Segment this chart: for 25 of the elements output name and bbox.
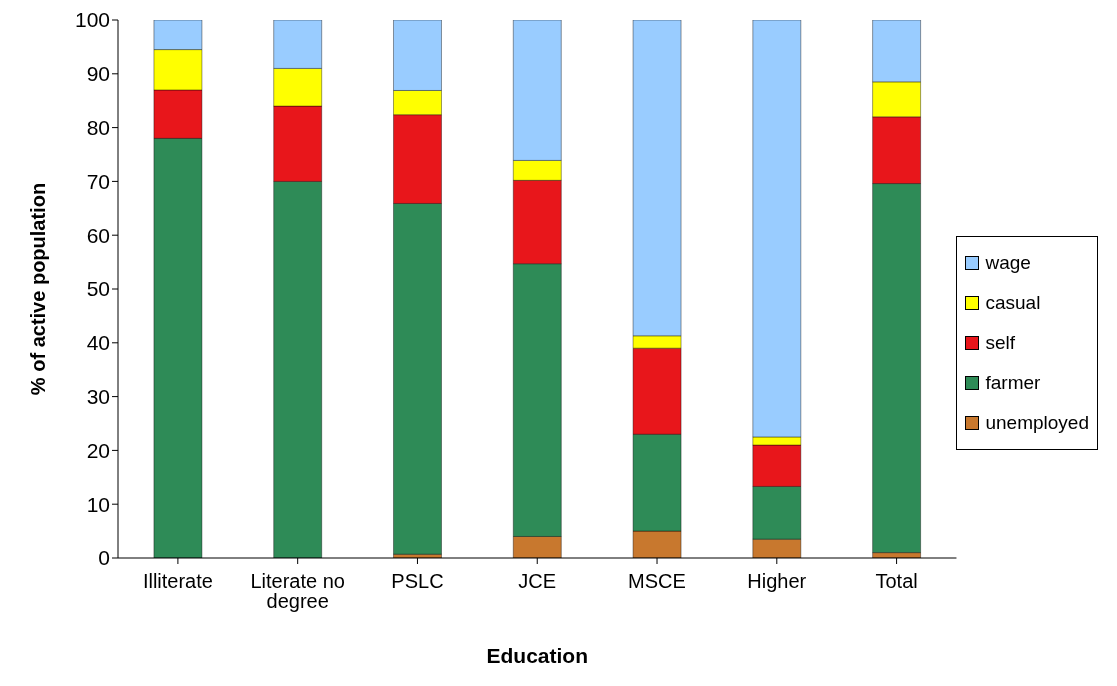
- y-axis-title: % of active population: [27, 182, 50, 396]
- y-tick-label: 60: [86, 223, 110, 247]
- legend-label: wage: [984, 251, 1032, 275]
- x-tick-label: Illiterate: [142, 570, 213, 593]
- x-tick-label: MSCE: [628, 570, 686, 593]
- y-tick-label: 70: [86, 169, 110, 193]
- y-tick-label: 100: [74, 8, 110, 32]
- legend-label: farmer: [984, 371, 1042, 395]
- x-tick-label: JCE: [518, 570, 557, 593]
- y-tick-label: 0: [98, 546, 110, 570]
- y-tick-label: 20: [86, 438, 110, 462]
- x-axis-title: Education: [486, 644, 588, 667]
- y-tick-label: 30: [86, 385, 110, 409]
- x-tick-label: Literate no degree: [250, 570, 345, 613]
- x-tick-label: PSLC: [391, 570, 444, 593]
- legend-label: unemployed: [984, 411, 1089, 435]
- legend-label: casual: [984, 291, 1042, 315]
- y-tick-label: 90: [86, 62, 110, 86]
- x-tick-label: Higher: [747, 570, 807, 593]
- y-tick-label: 40: [86, 331, 110, 355]
- x-tick-label: Total: [875, 570, 918, 593]
- legend-label: self: [984, 331, 1017, 355]
- y-tick-label: 80: [86, 116, 110, 140]
- y-tick-label: 10: [86, 492, 110, 516]
- y-tick-label: 50: [86, 277, 110, 301]
